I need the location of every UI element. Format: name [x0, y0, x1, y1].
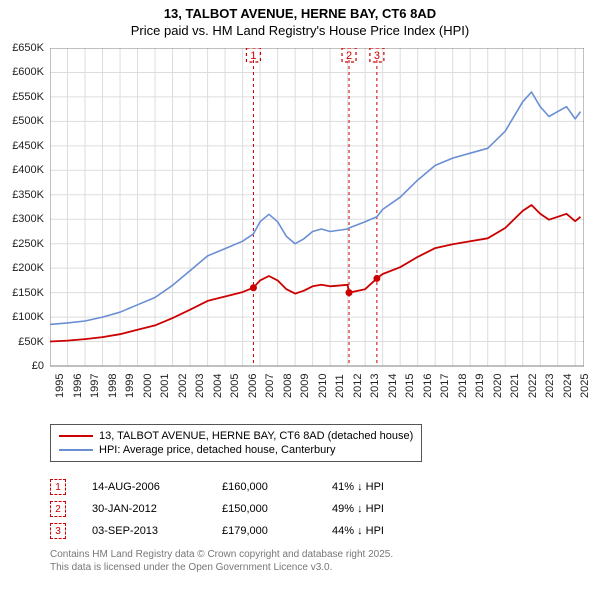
y-tick-label: £500K: [0, 115, 44, 127]
x-tick-label: 1998: [107, 374, 119, 398]
x-tick-label: 2013: [369, 374, 381, 398]
svg-text:2: 2: [346, 50, 352, 62]
legend-label-price-paid: 13, TALBOT AVENUE, HERNE BAY, CT6 8AD (d…: [99, 430, 413, 442]
x-tick-label: 2025: [579, 374, 591, 398]
sale-delta-3: 44% ↓ HPI: [332, 525, 452, 537]
x-tick-label: 2019: [474, 374, 486, 398]
x-tick-label: 1999: [124, 374, 136, 398]
x-tick-label: 2015: [404, 374, 416, 398]
x-tick-label: 2021: [509, 374, 521, 398]
legend-swatch-price-paid: [59, 435, 93, 437]
sale-date-1: 14-AUG-2006: [92, 481, 222, 493]
sale-date-3: 03-SEP-2013: [92, 525, 222, 537]
x-tick-label: 2000: [142, 374, 154, 398]
chart-area: 123 £0£50K£100K£150K£200K£250K£300K£350K…: [50, 48, 584, 388]
y-tick-label: £300K: [0, 213, 44, 225]
sale-delta-1: 41% ↓ HPI: [332, 481, 452, 493]
x-tick-label: 2012: [352, 374, 364, 398]
sale-row-1: 1 14-AUG-2006 £160,000 41% ↓ HPI: [50, 476, 452, 498]
title-block: 13, TALBOT AVENUE, HERNE BAY, CT6 8AD Pr…: [0, 0, 600, 40]
svg-text:3: 3: [374, 50, 380, 62]
y-tick-label: £450K: [0, 140, 44, 152]
sale-marker-3: 3: [50, 523, 66, 539]
y-tick-label: £250K: [0, 238, 44, 250]
sale-delta-2: 49% ↓ HPI: [332, 503, 452, 515]
sale-marker-1: 1: [50, 479, 66, 495]
footer-line1: Contains HM Land Registry data © Crown c…: [50, 548, 393, 561]
x-tick-label: 2014: [387, 374, 399, 398]
legend-swatch-hpi: [59, 449, 93, 451]
x-tick-label: 2018: [457, 374, 469, 398]
legend-row-hpi: HPI: Average price, detached house, Cant…: [59, 443, 413, 457]
svg-text:1: 1: [250, 50, 256, 62]
x-tick-label: 2002: [177, 374, 189, 398]
x-tick-label: 1996: [72, 374, 84, 398]
footer-line2: This data is licensed under the Open Gov…: [50, 561, 393, 574]
y-tick-label: £50K: [0, 336, 44, 348]
x-tick-label: 2022: [527, 374, 539, 398]
x-tick-label: 2006: [247, 374, 259, 398]
x-tick-label: 2017: [439, 374, 451, 398]
y-tick-label: £100K: [0, 311, 44, 323]
x-tick-label: 1997: [89, 374, 101, 398]
y-tick-label: £600K: [0, 66, 44, 78]
x-tick-label: 2008: [282, 374, 294, 398]
chart-svg: 1 2 3: [50, 48, 584, 388]
x-tick-label: 2003: [194, 374, 206, 398]
chart-container: 13, TALBOT AVENUE, HERNE BAY, CT6 8AD Pr…: [0, 0, 600, 590]
y-tick-label: £200K: [0, 262, 44, 274]
x-tick-label: 2011: [334, 374, 346, 398]
title-line1: 13, TALBOT AVENUE, HERNE BAY, CT6 8AD: [0, 6, 600, 23]
sale-price-2: £150,000: [222, 503, 332, 515]
x-tick-label: 2005: [229, 374, 241, 398]
x-tick-label: 2001: [159, 374, 171, 398]
sale-table: 1 14-AUG-2006 £160,000 41% ↓ HPI 2 30-JA…: [50, 476, 452, 542]
x-tick-label: 2016: [422, 374, 434, 398]
y-tick-label: £350K: [0, 189, 44, 201]
y-tick-label: £150K: [0, 287, 44, 299]
sale-row-3: 3 03-SEP-2013 £179,000 44% ↓ HPI: [50, 520, 452, 542]
x-tick-label: 1995: [54, 374, 66, 398]
x-tick-label: 2010: [317, 374, 329, 398]
legend-row-price-paid: 13, TALBOT AVENUE, HERNE BAY, CT6 8AD (d…: [59, 429, 413, 443]
x-tick-label: 2020: [492, 374, 504, 398]
x-tick-label: 2007: [264, 374, 276, 398]
sale-row-2: 2 30-JAN-2012 £150,000 49% ↓ HPI: [50, 498, 452, 520]
footer: Contains HM Land Registry data © Crown c…: [50, 548, 393, 574]
y-tick-label: £0: [0, 360, 44, 372]
y-tick-label: £550K: [0, 91, 44, 103]
title-line2: Price paid vs. HM Land Registry's House …: [0, 23, 600, 40]
legend: 13, TALBOT AVENUE, HERNE BAY, CT6 8AD (d…: [50, 424, 422, 462]
sale-price-1: £160,000: [222, 481, 332, 493]
sale-date-2: 30-JAN-2012: [92, 503, 222, 515]
y-tick-label: £400K: [0, 164, 44, 176]
sale-marker-2: 2: [50, 501, 66, 517]
x-tick-label: 2023: [544, 374, 556, 398]
y-tick-label: £650K: [0, 42, 44, 54]
legend-label-hpi: HPI: Average price, detached house, Cant…: [99, 444, 335, 456]
sale-price-3: £179,000: [222, 525, 332, 537]
x-tick-label: 2004: [212, 374, 224, 398]
x-tick-label: 2009: [299, 374, 311, 398]
x-tick-label: 2024: [562, 374, 574, 398]
